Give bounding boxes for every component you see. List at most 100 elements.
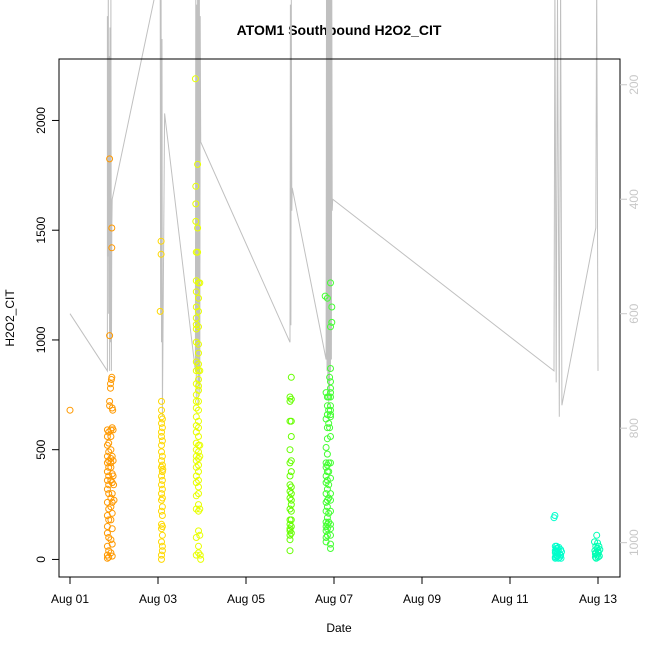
data-point xyxy=(109,457,117,465)
data-point xyxy=(192,413,200,421)
data-point xyxy=(194,160,202,168)
data-point xyxy=(555,550,563,558)
data-point xyxy=(192,314,200,322)
data-point xyxy=(595,542,603,550)
data-point xyxy=(196,452,204,460)
data-point xyxy=(287,496,295,504)
data-point xyxy=(158,538,165,546)
data-point xyxy=(327,279,334,287)
data-point xyxy=(192,288,200,296)
data-point xyxy=(192,391,200,399)
data-point xyxy=(327,433,334,440)
data-point xyxy=(325,419,333,427)
y-axis-label: H2O2_CIT xyxy=(3,289,17,347)
data-point xyxy=(327,406,334,414)
series-4 xyxy=(286,373,295,555)
data-point xyxy=(103,433,111,440)
data-point xyxy=(286,536,294,544)
data-point xyxy=(287,457,295,465)
data-point xyxy=(287,501,295,509)
data-point xyxy=(195,382,202,390)
data-point xyxy=(107,433,115,440)
data-point xyxy=(66,406,74,414)
data-point xyxy=(103,498,111,506)
data-point xyxy=(327,520,334,528)
data-point xyxy=(158,476,166,484)
data-point xyxy=(596,546,604,554)
data-point xyxy=(327,393,334,401)
data-point xyxy=(195,349,202,357)
data-point xyxy=(108,452,116,460)
data-point xyxy=(105,505,113,513)
data-point xyxy=(196,505,204,513)
data-point xyxy=(192,492,200,500)
data-point xyxy=(105,457,113,465)
data-point xyxy=(326,424,334,432)
y-tick-label: 0 xyxy=(34,556,48,563)
altitude-line xyxy=(69,0,599,417)
data-point xyxy=(105,490,113,498)
data-point xyxy=(158,397,165,405)
data-point xyxy=(195,468,202,476)
data-point xyxy=(196,441,204,449)
data-point xyxy=(107,463,115,471)
data-point xyxy=(197,555,205,563)
data-point xyxy=(192,446,200,454)
x-tick-label: Aug 05 xyxy=(227,592,265,606)
data-point xyxy=(158,424,166,432)
data-point xyxy=(192,200,200,208)
data-point xyxy=(192,358,200,366)
data-point xyxy=(328,303,336,311)
data-point xyxy=(106,155,114,163)
data-point xyxy=(108,552,116,560)
data-point xyxy=(158,542,166,550)
data-point xyxy=(103,452,111,460)
data-point xyxy=(327,496,334,504)
data-point xyxy=(158,452,166,460)
data-point xyxy=(158,531,166,539)
altitude-line-layer xyxy=(69,0,599,417)
data-point xyxy=(107,516,115,524)
y2-tick-label: 800 xyxy=(627,418,641,438)
data-point xyxy=(195,433,202,440)
data-point xyxy=(327,540,334,548)
data-point xyxy=(557,551,565,559)
data-point xyxy=(158,481,165,489)
data-point xyxy=(323,424,331,432)
data-point xyxy=(158,523,166,530)
data-point xyxy=(195,294,202,302)
data-point xyxy=(195,549,202,557)
data-point xyxy=(327,365,334,372)
data-point xyxy=(192,505,200,513)
data-point xyxy=(327,507,334,515)
data-point xyxy=(110,496,118,504)
data-point xyxy=(158,433,165,440)
data-point xyxy=(192,439,200,447)
x-tick-label: Aug 11 xyxy=(491,592,528,606)
data-point xyxy=(195,386,202,394)
data-point xyxy=(105,428,113,436)
data-point xyxy=(158,485,166,493)
data-point xyxy=(108,525,116,533)
y2-tick-label: 400 xyxy=(627,189,641,209)
data-point xyxy=(195,490,202,498)
data-point xyxy=(287,523,295,530)
data-point xyxy=(594,553,602,561)
data-point xyxy=(192,303,200,311)
data-point xyxy=(196,531,204,539)
data-point xyxy=(107,380,114,388)
data-point xyxy=(107,549,115,557)
data-point xyxy=(322,444,330,451)
data-point xyxy=(327,384,334,392)
data-point xyxy=(192,325,200,333)
data-point xyxy=(595,552,603,560)
data-point xyxy=(287,490,295,498)
data-point xyxy=(108,224,116,232)
plot-frame xyxy=(58,58,621,578)
data-point xyxy=(327,323,334,331)
data-point xyxy=(286,547,294,555)
data-point xyxy=(108,498,116,506)
data-point xyxy=(107,384,114,392)
series-2 xyxy=(156,237,167,563)
data-point xyxy=(195,483,202,491)
